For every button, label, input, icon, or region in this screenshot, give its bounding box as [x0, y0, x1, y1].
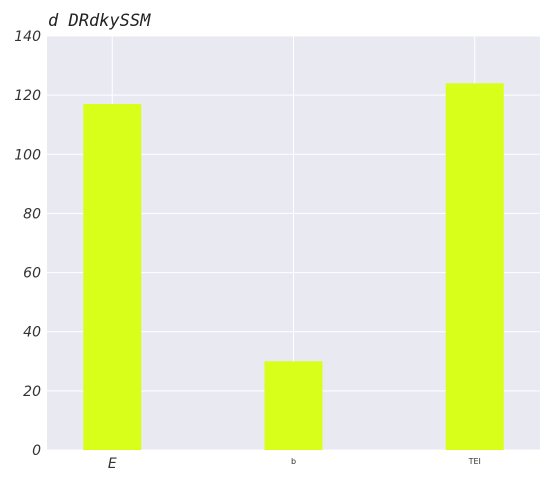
x-tick-label: E [108, 456, 117, 472]
bar-b [264, 361, 323, 450]
y-tick-label: 80 [23, 206, 41, 222]
bar-TEI [445, 83, 504, 451]
bar-series [83, 83, 504, 451]
y-tick-label: 60 [23, 266, 41, 282]
y-tick-label: 100 [14, 147, 41, 163]
x-tick-label: b [291, 457, 296, 466]
bar-E [83, 104, 142, 450]
x-tick-label: TEI [468, 457, 481, 466]
y-axis-ticks: 0 20 40 60 80 100 120 140 [14, 29, 41, 459]
y-tick-label: 40 [23, 325, 41, 341]
y-tick-label: 20 [23, 384, 41, 400]
y-tick-label: 140 [14, 29, 41, 45]
y-tick-label: 120 [14, 88, 41, 104]
chart-title: d DRdkySSM [48, 11, 151, 31]
y-tick-label: 0 [32, 443, 41, 459]
